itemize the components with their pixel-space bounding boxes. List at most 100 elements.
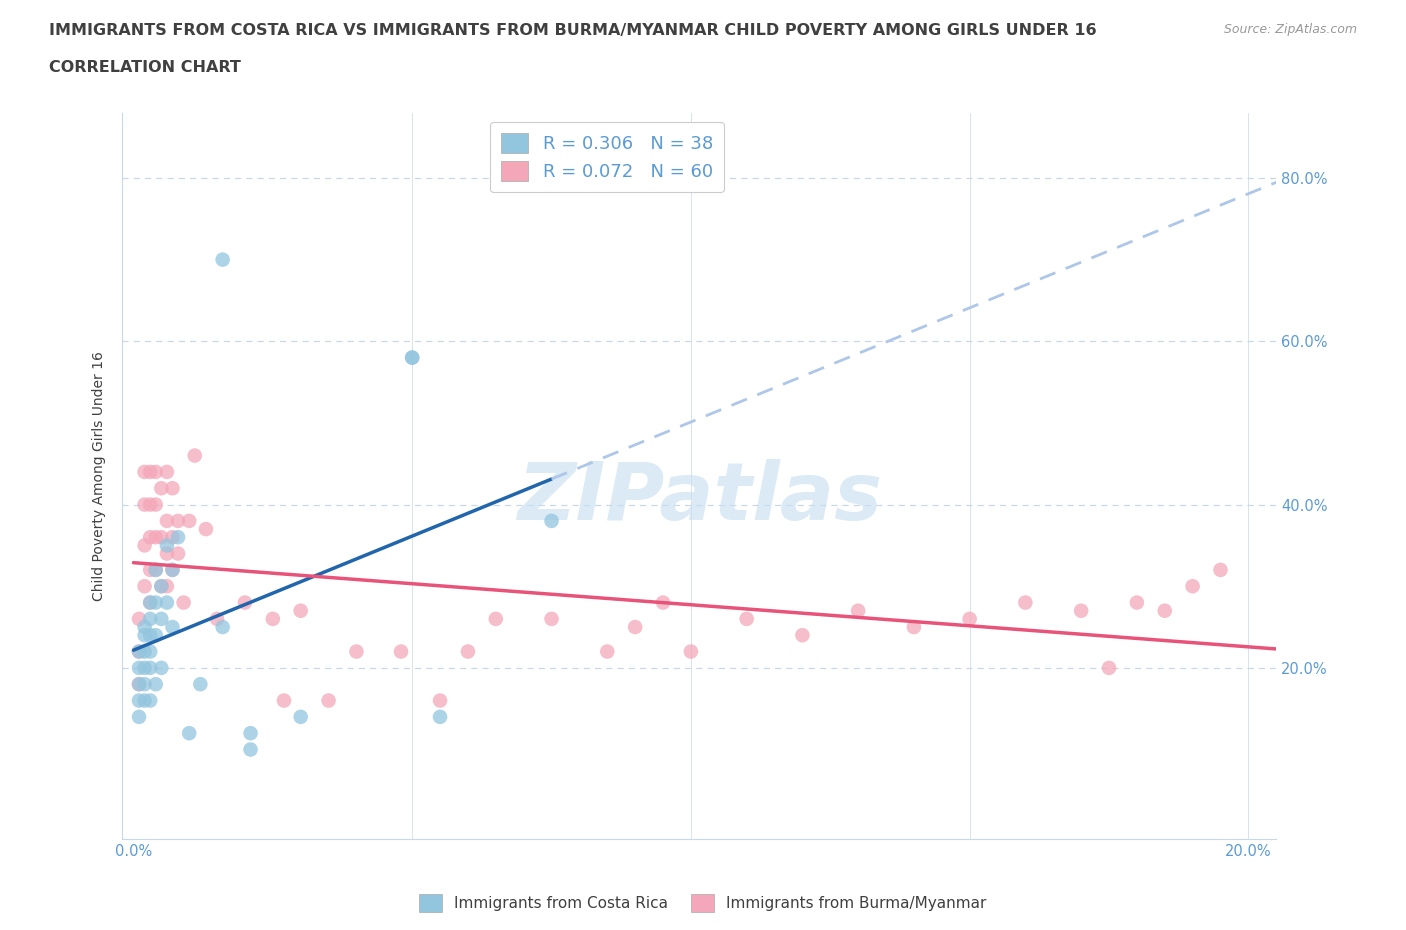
Point bbox=[128, 677, 150, 692]
Point bbox=[139, 595, 162, 610]
Point bbox=[1209, 563, 1232, 578]
Y-axis label: Child Poverty Among Girls Under 16: Child Poverty Among Girls Under 16 bbox=[93, 351, 107, 601]
Point bbox=[184, 448, 207, 463]
Point bbox=[540, 611, 562, 626]
Point bbox=[156, 513, 179, 528]
Point bbox=[194, 522, 217, 537]
Point bbox=[429, 693, 451, 708]
Point bbox=[239, 725, 262, 740]
Point bbox=[145, 563, 167, 578]
Point bbox=[652, 595, 675, 610]
Point bbox=[162, 619, 184, 634]
Point bbox=[156, 546, 179, 561]
Point bbox=[134, 644, 156, 659]
Point bbox=[401, 351, 423, 365]
Point bbox=[211, 619, 233, 634]
Point bbox=[156, 538, 179, 552]
Point bbox=[145, 530, 167, 545]
Point bbox=[389, 644, 412, 659]
Point bbox=[128, 693, 150, 708]
Point bbox=[139, 611, 162, 626]
Point bbox=[624, 619, 647, 634]
Point bbox=[139, 693, 162, 708]
Point bbox=[150, 578, 173, 593]
Text: CORRELATION CHART: CORRELATION CHART bbox=[49, 60, 240, 75]
Point bbox=[959, 611, 981, 626]
Point bbox=[162, 563, 184, 578]
Point bbox=[162, 481, 184, 496]
Point bbox=[150, 481, 173, 496]
Point bbox=[134, 693, 156, 708]
Point bbox=[150, 578, 173, 593]
Point bbox=[145, 595, 167, 610]
Point bbox=[173, 595, 195, 610]
Point bbox=[134, 619, 156, 634]
Point bbox=[128, 677, 150, 692]
Point bbox=[139, 628, 162, 643]
Point bbox=[128, 644, 150, 659]
Point bbox=[134, 660, 156, 675]
Text: Source: ZipAtlas.com: Source: ZipAtlas.com bbox=[1223, 23, 1357, 36]
Point bbox=[128, 611, 150, 626]
Text: ZIPatlas: ZIPatlas bbox=[517, 458, 882, 537]
Point bbox=[134, 538, 156, 552]
Legend: Immigrants from Costa Rica, Immigrants from Burma/Myanmar: Immigrants from Costa Rica, Immigrants f… bbox=[413, 888, 993, 918]
Text: IMMIGRANTS FROM COSTA RICA VS IMMIGRANTS FROM BURMA/MYANMAR CHILD POVERTY AMONG : IMMIGRANTS FROM COSTA RICA VS IMMIGRANTS… bbox=[49, 23, 1097, 38]
Point bbox=[290, 710, 312, 724]
Point bbox=[145, 464, 167, 479]
Point bbox=[145, 563, 167, 578]
Point bbox=[167, 530, 190, 545]
Point bbox=[139, 595, 162, 610]
Point bbox=[1153, 604, 1175, 618]
Point bbox=[128, 660, 150, 675]
Point bbox=[156, 464, 179, 479]
Point bbox=[457, 644, 479, 659]
Point bbox=[134, 628, 156, 643]
Point bbox=[429, 710, 451, 724]
Point bbox=[596, 644, 619, 659]
Point bbox=[273, 693, 295, 708]
Point bbox=[540, 513, 562, 528]
Point bbox=[134, 578, 156, 593]
Point bbox=[128, 710, 150, 724]
Point bbox=[1014, 595, 1036, 610]
Point bbox=[139, 644, 162, 659]
Point bbox=[179, 725, 201, 740]
Point bbox=[139, 498, 162, 512]
Point bbox=[139, 464, 162, 479]
Point bbox=[134, 677, 156, 692]
Point bbox=[150, 611, 173, 626]
Point bbox=[346, 644, 368, 659]
Point bbox=[1181, 578, 1204, 593]
Legend: R = 0.306   N = 38, R = 0.072   N = 60: R = 0.306 N = 38, R = 0.072 N = 60 bbox=[491, 122, 724, 193]
Point bbox=[167, 513, 190, 528]
Point bbox=[262, 611, 284, 626]
Point bbox=[134, 464, 156, 479]
Point bbox=[145, 628, 167, 643]
Point bbox=[211, 252, 233, 267]
Point bbox=[318, 693, 340, 708]
Point bbox=[1126, 595, 1149, 610]
Point bbox=[139, 660, 162, 675]
Point bbox=[290, 604, 312, 618]
Point bbox=[179, 513, 201, 528]
Point bbox=[167, 546, 190, 561]
Point bbox=[139, 530, 162, 545]
Point bbox=[233, 595, 256, 610]
Point bbox=[150, 530, 173, 545]
Point bbox=[145, 677, 167, 692]
Point bbox=[1070, 604, 1092, 618]
Point bbox=[735, 611, 758, 626]
Point bbox=[139, 563, 162, 578]
Point bbox=[156, 595, 179, 610]
Point bbox=[134, 498, 156, 512]
Point bbox=[401, 351, 423, 365]
Point bbox=[485, 611, 508, 626]
Point bbox=[156, 578, 179, 593]
Point bbox=[679, 644, 702, 659]
Point bbox=[903, 619, 925, 634]
Point bbox=[792, 628, 814, 643]
Point bbox=[188, 677, 211, 692]
Point bbox=[150, 660, 173, 675]
Point bbox=[205, 611, 228, 626]
